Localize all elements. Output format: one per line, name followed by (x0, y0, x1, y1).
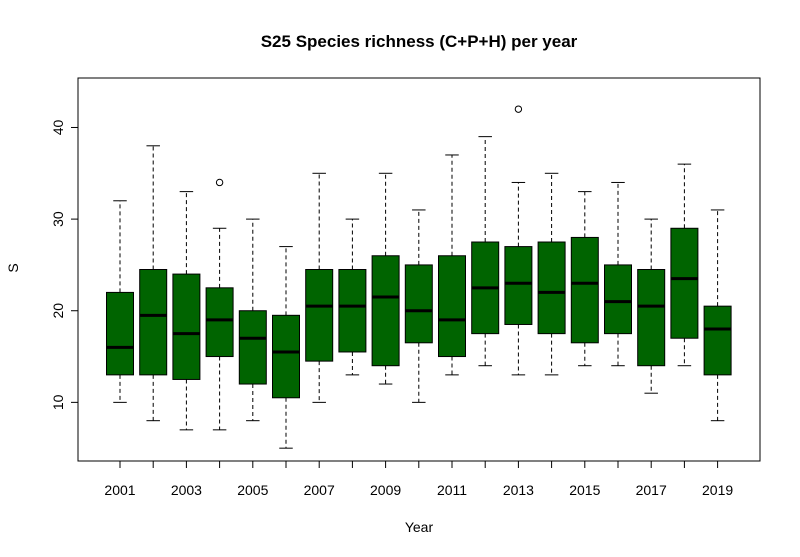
box-rect-2008 (338, 269, 367, 353)
box-2014 (537, 172, 566, 376)
box-rect-2004 (205, 287, 234, 358)
x-tick-label-2003: 2003 (171, 482, 202, 498)
y-tick-label-30: 30 (50, 211, 66, 227)
box-2012 (471, 136, 500, 367)
y-tick-label-40: 40 (50, 119, 66, 135)
box-2008 (338, 218, 367, 376)
box-rect-2003 (172, 273, 201, 380)
box-rect-2009 (371, 255, 400, 367)
box-rect-2017 (637, 269, 666, 367)
box-2017 (637, 218, 666, 394)
box-2015 (570, 191, 599, 367)
x-tick-label-2005: 2005 (237, 482, 268, 498)
x-tick-label-2009: 2009 (370, 482, 401, 498)
x-tick-label-2011: 2011 (437, 482, 467, 498)
box-rect-2001 (106, 291, 134, 376)
box-rect-2006 (272, 314, 300, 399)
box-rect-2011 (438, 255, 466, 358)
x-tick-label-2007: 2007 (304, 482, 335, 498)
y-axis-label: S (5, 263, 21, 272)
box-2011 (438, 154, 466, 376)
box-2018 (670, 163, 699, 367)
box-2019 (703, 209, 732, 422)
x-tick-label-2019: 2019 (702, 482, 733, 498)
box-rect-2014 (537, 241, 566, 335)
box-rect-2005 (238, 310, 267, 385)
outlier-point-2013-0 (514, 105, 523, 113)
x-tick-label-2015: 2015 (569, 482, 600, 498)
box-2004 (205, 178, 234, 431)
box-2010 (404, 209, 433, 403)
box-rect-2010 (404, 264, 433, 344)
x-axis-label: Year (405, 519, 434, 535)
box-2013 (504, 105, 533, 376)
box-2016 (604, 181, 632, 367)
chart-title: S25 Species richness (C+P+H) per year (261, 32, 578, 51)
box-rect-2018 (670, 227, 699, 339)
box-2005 (238, 218, 267, 422)
y-tick-label-10: 10 (50, 394, 66, 410)
box-rect-2013 (504, 246, 533, 325)
y-tick-label-20: 20 (50, 303, 66, 319)
box-2007 (305, 172, 334, 403)
box-rect-2015 (570, 236, 599, 344)
x-axis: 2001 2003 2005 2007 2009 2011 2013 2015 2017 2019 (104, 460, 733, 498)
box-2006 (272, 246, 300, 449)
x-tick-label-2013: 2013 (503, 482, 534, 498)
box-rect-2016 (604, 264, 632, 335)
box-2009 (371, 172, 400, 385)
box-rect-2007 (305, 269, 334, 362)
y-axis: 10 20 30 40 (50, 119, 79, 410)
box-rect-2019 (703, 305, 732, 376)
x-tick-label-2017: 2017 (636, 482, 667, 498)
box-rect-2002 (139, 269, 168, 376)
box-2001 (106, 200, 134, 403)
boxes-layer (106, 105, 732, 449)
x-tick-label-2001: 2001 (104, 482, 135, 498)
outlier-point-2004-0 (215, 178, 224, 187)
box-2002 (139, 145, 168, 422)
box-2003 (172, 191, 201, 431)
